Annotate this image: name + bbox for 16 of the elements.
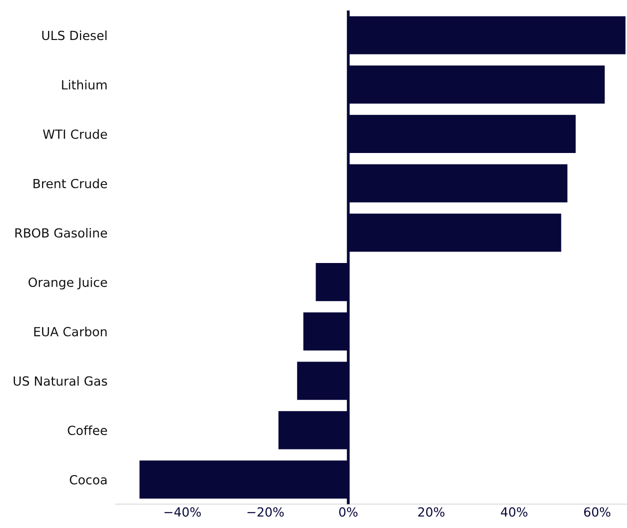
y-tick-label: EUA Carbon — [34, 326, 107, 336]
y-tick-label: Brent Crude — [34, 178, 107, 188]
y-tick-label: Lithium — [62, 80, 107, 90]
y-tick-label: Orange Juice — [28, 277, 107, 290]
y-tick-label: RBOB Gasoline — [15, 228, 107, 238]
x-tick-label: −40% — [164, 507, 201, 517]
y-tick-label: ULS Diesel — [42, 30, 106, 40]
x-tick-label: 20% — [418, 507, 444, 517]
y-tick-label: Coffee — [68, 425, 107, 436]
x-tick-label: 40% — [500, 507, 528, 517]
x-tick-label: 60% — [584, 507, 610, 517]
x-tick-label: −20% — [248, 507, 284, 517]
y-tick-label: US Natural Gas — [14, 376, 108, 386]
y-tick-label: Cocoa — [70, 475, 107, 484]
y-tick-label: WTI Crude — [43, 129, 107, 139]
x-tick-label: 0% — [339, 507, 358, 517]
